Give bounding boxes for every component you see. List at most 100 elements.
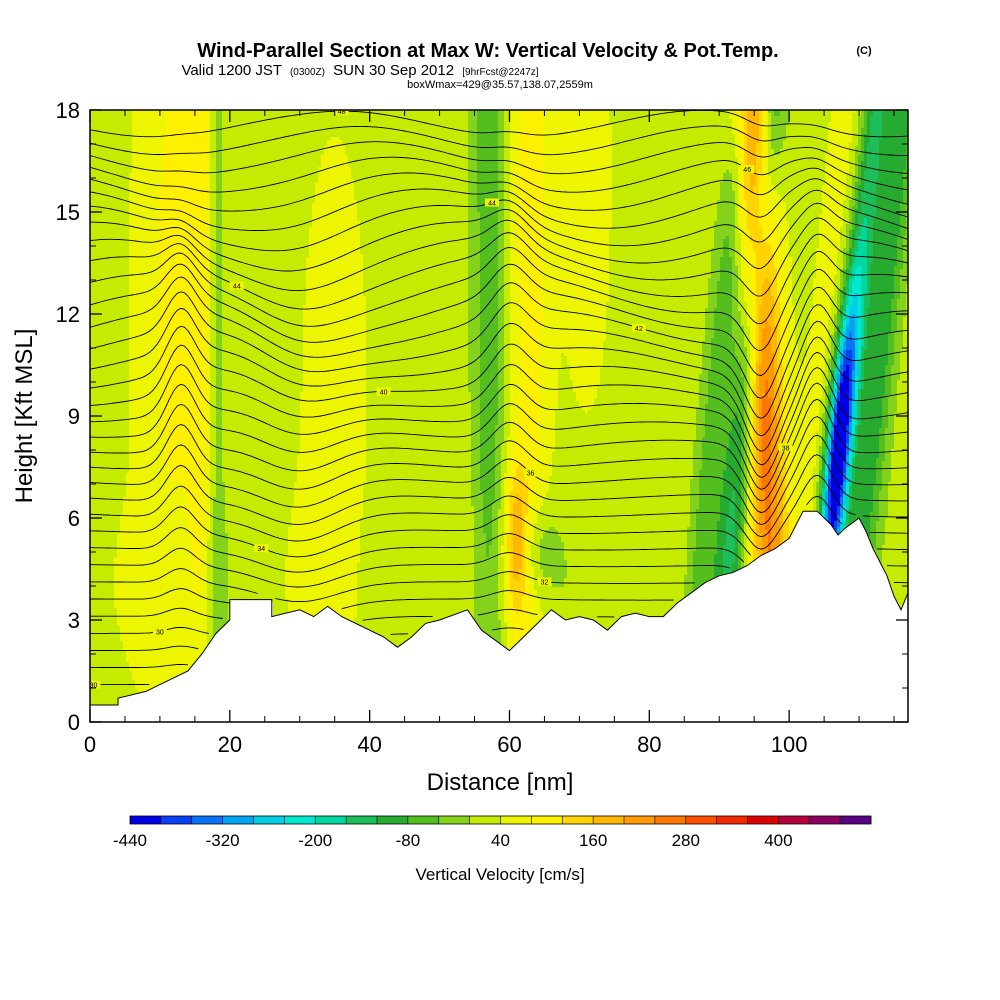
- field-cell: [570, 119, 574, 123]
- field-cell: [705, 134, 709, 138]
- field-cell: [774, 140, 778, 144]
- field-cell: [264, 131, 268, 135]
- field-cell: [126, 137, 130, 141]
- field-cell: [768, 116, 772, 120]
- field-cell: [678, 125, 682, 129]
- field-cell: [786, 140, 790, 144]
- field-cell: [600, 128, 604, 132]
- field-cell: [174, 116, 178, 120]
- field-cell: [492, 137, 496, 141]
- field-cell: [144, 146, 148, 150]
- field-cell: [660, 116, 664, 120]
- field-cell: [483, 122, 487, 126]
- field-cell: [141, 119, 145, 123]
- field-cell: [405, 113, 409, 117]
- field-cell: [477, 134, 481, 138]
- field-cell: [537, 137, 541, 141]
- field-cell: [792, 119, 796, 123]
- field-cell: [804, 119, 808, 123]
- field-cell: [588, 122, 592, 126]
- field-cell: [588, 113, 592, 117]
- field-cell: [147, 140, 151, 144]
- field-cell: [453, 134, 457, 138]
- field-cell: [381, 116, 385, 120]
- field-cell: [900, 134, 904, 138]
- field-cell: [171, 113, 175, 117]
- field-cell: [609, 125, 613, 129]
- field-cell: [519, 128, 523, 132]
- field-cell: [822, 131, 826, 135]
- field-cell: [189, 125, 193, 129]
- field-cell: [516, 116, 520, 120]
- field-cell: [276, 140, 280, 144]
- field-cell: [357, 143, 361, 147]
- field-cell: [753, 113, 757, 117]
- field-cell: [669, 116, 673, 120]
- field-cell: [510, 125, 514, 129]
- field-cell: [102, 125, 106, 129]
- field-cell: [903, 128, 907, 132]
- field-cell: [459, 119, 463, 123]
- field-cell: [747, 131, 751, 135]
- field-cell: [318, 113, 322, 117]
- field-cell: [492, 113, 496, 117]
- field-cell: [507, 122, 511, 126]
- field-cell: [552, 140, 556, 144]
- field-cell: [717, 122, 721, 126]
- field-cell: [870, 137, 874, 141]
- field-cell: [288, 119, 292, 123]
- field-cell: [729, 134, 733, 138]
- field-cell: [141, 116, 145, 120]
- field-cell: [150, 143, 154, 147]
- field-cell: [255, 128, 259, 132]
- field-cell: [267, 125, 271, 129]
- field-cell: [219, 146, 223, 150]
- field-cell: [189, 131, 193, 135]
- field-cell: [534, 116, 538, 120]
- field-cell: [867, 119, 871, 123]
- field-cell: [696, 128, 700, 132]
- field-cell: [900, 125, 904, 129]
- field-cell: [522, 119, 526, 123]
- field-cell: [591, 128, 595, 132]
- field-cell: [123, 140, 127, 144]
- field-cell: [201, 125, 205, 129]
- field-cell: [822, 128, 826, 132]
- field-cell: [462, 119, 466, 123]
- field-cell: [120, 125, 124, 129]
- field-cell: [816, 122, 820, 126]
- field-cell: [504, 140, 508, 144]
- field-cell: [639, 140, 643, 144]
- field-cell: [255, 146, 259, 150]
- field-cell: [597, 140, 601, 144]
- field-cell: [225, 137, 229, 141]
- field-cell: [774, 119, 778, 123]
- field-cell: [252, 146, 256, 150]
- field-cell: [288, 137, 292, 141]
- field-cell: [327, 137, 331, 141]
- field-cell: [498, 125, 502, 129]
- field-cell: [714, 125, 718, 129]
- field-cell: [792, 125, 796, 129]
- field-cell: [360, 122, 364, 126]
- field-cell: [495, 113, 499, 117]
- field-cell: [402, 134, 406, 138]
- field-cell: [813, 140, 817, 144]
- field-cell: [693, 140, 697, 144]
- field-cell: [678, 140, 682, 144]
- field-cell: [318, 140, 322, 144]
- field-cell: [216, 143, 220, 147]
- field-cell: [117, 113, 121, 117]
- field-cell: [177, 122, 181, 126]
- field-cell: [678, 116, 682, 120]
- field-cell: [210, 131, 214, 135]
- field-cell: [324, 119, 328, 123]
- field-cell: [738, 137, 742, 141]
- field-cell: [870, 131, 874, 135]
- field-cell: [897, 119, 901, 123]
- field-cell: [255, 122, 259, 126]
- field-cell: [780, 140, 784, 144]
- field-cell: [732, 122, 736, 126]
- field-cell: [129, 122, 133, 126]
- field-cell: [510, 122, 514, 126]
